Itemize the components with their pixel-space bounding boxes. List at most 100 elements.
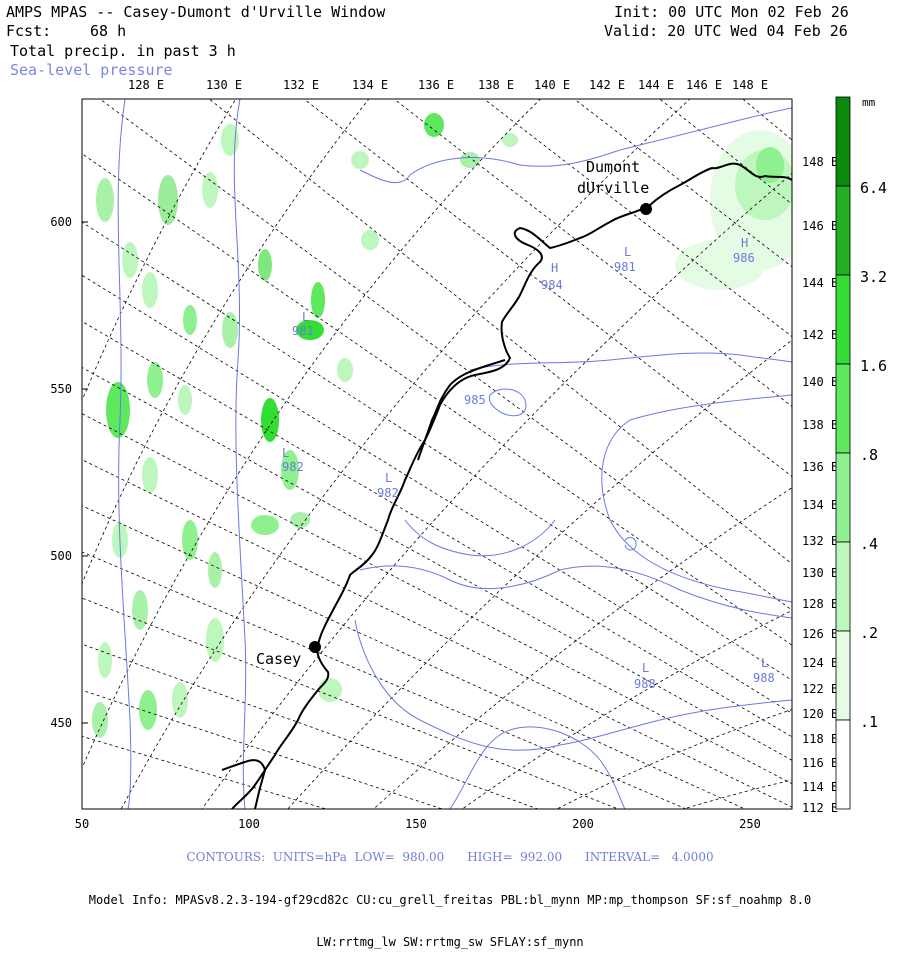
top-tick-label: 134 E xyxy=(352,78,388,92)
init-time: Init: 00 UTC Mon 02 Feb 26 xyxy=(614,3,849,21)
precip-map: Dumont dUrville Casey L 981 L 981 H 986 … xyxy=(50,78,887,831)
precip-shading xyxy=(92,113,792,738)
latlon-grid xyxy=(82,99,792,809)
pressure-value: 982 xyxy=(282,460,304,474)
right-tick-label: 116 E xyxy=(802,756,838,770)
colorbar-swatch xyxy=(835,185,851,276)
colorbar-units: mm xyxy=(862,96,876,109)
pressure-type: H xyxy=(551,261,558,275)
bottom-tick-label: 200 xyxy=(572,817,594,831)
top-tick-label: 136 E xyxy=(418,78,454,92)
top-tick-label: 128 E xyxy=(128,78,164,92)
bottom-axis-labels: 50 100 150 200 250 xyxy=(75,817,761,831)
overlay-label: Sea-level pressure xyxy=(10,61,173,79)
model-info-line1: Model Info: MPASv8.2.3-194-gf29cd82c CU:… xyxy=(88,893,812,907)
casey-label: Casey xyxy=(256,650,301,668)
pressure-type: L xyxy=(761,656,768,670)
right-tick-label: 146 E xyxy=(802,219,838,233)
right-tick-label: 130 E xyxy=(802,566,838,580)
colorbar-swatch xyxy=(835,719,851,810)
colorbar-label: 3.2 xyxy=(860,268,887,286)
colorbar-label: 1.6 xyxy=(860,357,887,375)
right-tick-label: 142 E xyxy=(802,328,838,342)
pressure-value: 984 xyxy=(541,278,563,292)
dumont-label-2: dUrville xyxy=(577,179,649,197)
colorbar-swatch xyxy=(835,452,851,543)
pressure-value: 981 xyxy=(292,324,314,338)
right-axis-labels: 148 E 146 E 144 E 142 E 140 E 138 E 136 … xyxy=(802,155,838,815)
top-tick-label: 138 E xyxy=(478,78,514,92)
right-tick-label: 138 E xyxy=(802,418,838,432)
right-tick-label: 114 E xyxy=(802,780,838,794)
colorbar-swatch xyxy=(835,541,851,632)
pressure-value: 988 xyxy=(634,677,656,691)
contours-info: CONTOURS: UNITS=hPa LOW= 980.00 HIGH= 99… xyxy=(186,850,714,864)
pressure-type: L xyxy=(282,446,289,460)
pressure-type: H xyxy=(741,236,748,250)
bottom-tick-label: 100 xyxy=(238,817,260,831)
pressure-value: 985 xyxy=(464,393,486,407)
right-tick-label: 134 E xyxy=(802,498,838,512)
colorbar-label: .4 xyxy=(860,535,878,553)
forecast-label: Fcst: xyxy=(6,22,52,40)
top-tick-label: 132 E xyxy=(283,78,319,92)
pressure-type: L xyxy=(624,245,631,259)
colorbar-label: .8 xyxy=(860,446,878,464)
right-tick-label: 144 E xyxy=(802,276,838,290)
valid-time: Valid: 20 UTC Wed 04 Feb 26 xyxy=(604,22,848,40)
model-info-line2: LW:rrtmg_lw SW:rrtmg_sw SFLAY:sf_mynn xyxy=(316,935,584,949)
left-tick-label: 450 xyxy=(50,716,72,730)
colorbar-swatch xyxy=(835,96,851,187)
right-tick-label: 140 E xyxy=(802,375,838,389)
bottom-tick-label: 50 xyxy=(75,817,89,831)
pressure-value: 982 xyxy=(377,486,399,500)
colorbar: mm 6.4 3.2 1.6 .8 .4 .2 .1 xyxy=(835,96,887,810)
colorbar-label: .2 xyxy=(860,624,878,642)
pressure-labels: L 981 L 981 H 986 H 984 985 L 982 L 982 … xyxy=(282,236,775,691)
right-tick-label: 120 E xyxy=(802,707,838,721)
model-info: Model Info: MPASv8.2.3-194-gf29cd82c CU:… xyxy=(0,865,900,963)
right-tick-label: 136 E xyxy=(802,460,838,474)
coastline xyxy=(221,162,792,809)
plot-frame xyxy=(81,98,793,810)
pressure-value: 981 xyxy=(614,260,636,274)
colorbar-label: .1 xyxy=(860,713,878,731)
bottom-tick-label: 250 xyxy=(739,817,761,831)
right-tick-label: 124 E xyxy=(802,656,838,670)
forecast-value: 68 h xyxy=(90,22,127,40)
dumont-label-1: Dumont xyxy=(586,158,640,176)
left-axis-labels: 600 550 500 450 xyxy=(50,215,72,730)
right-tick-label: 148 E xyxy=(802,155,838,169)
colorbar-swatch xyxy=(835,274,851,365)
field-label: Total precip. in past 3 h xyxy=(10,42,236,60)
top-tick-label: 146 E xyxy=(686,78,722,92)
slp-contours xyxy=(117,99,792,809)
top-tick-label: 142 E xyxy=(589,78,625,92)
right-tick-label: 126 E xyxy=(802,627,838,641)
left-tick-label: 500 xyxy=(50,549,72,563)
colorbar-swatch xyxy=(835,630,851,721)
pressure-type: L xyxy=(302,310,309,324)
dumont-durville-marker xyxy=(640,203,652,215)
right-tick-label: 118 E xyxy=(802,732,838,746)
colorbar-label: 6.4 xyxy=(860,179,887,197)
top-tick-label: 144 E xyxy=(638,78,674,92)
colorbar-swatch xyxy=(835,363,851,454)
casey-marker xyxy=(309,641,321,653)
pressure-value: 986 xyxy=(733,251,755,265)
pressure-type: L xyxy=(385,471,392,485)
right-tick-label: 112 E xyxy=(802,801,838,815)
left-tick-label: 600 xyxy=(50,215,72,229)
top-tick-label: 148 E xyxy=(732,78,768,92)
pressure-value: 988 xyxy=(753,671,775,685)
pressure-type: L xyxy=(642,661,649,675)
top-tick-label: 130 E xyxy=(206,78,242,92)
right-tick-label: 128 E xyxy=(802,597,838,611)
top-tick-label: 140 E xyxy=(534,78,570,92)
bottom-tick-label: 150 xyxy=(405,817,427,831)
map-title: AMPS MPAS -- Casey-Dumont d'Urville Wind… xyxy=(6,3,386,21)
top-axis-labels: 128 E 130 E 132 E 134 E 136 E 138 E 140 … xyxy=(128,78,768,92)
left-ticks xyxy=(82,221,88,724)
left-tick-label: 550 xyxy=(50,382,72,396)
right-tick-label: 132 E xyxy=(802,534,838,548)
